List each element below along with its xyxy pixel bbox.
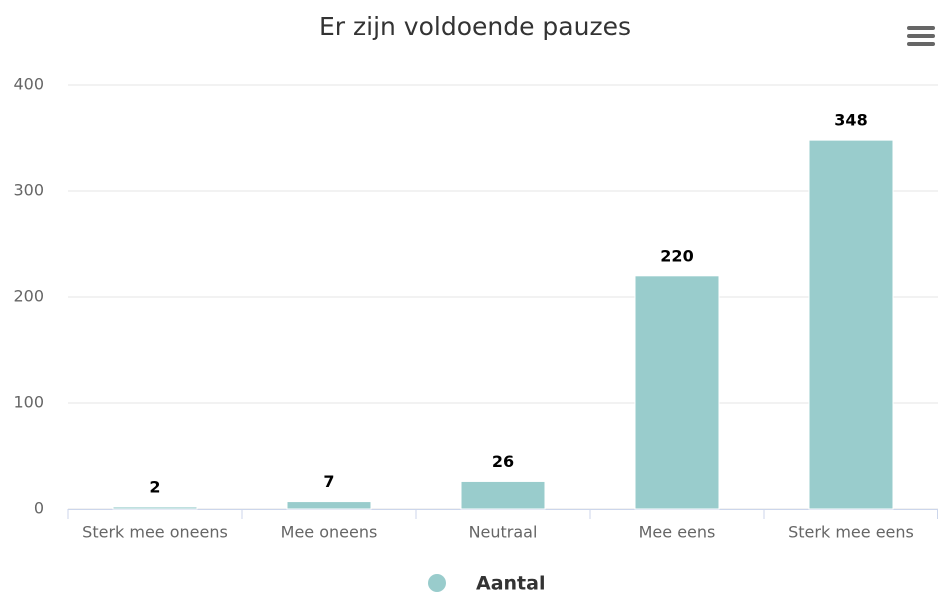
x-tick-label: Sterk mee oneens — [82, 523, 228, 542]
x-tick-label: Mee oneens — [281, 523, 378, 542]
chart-title: Er zijn voldoende pauzes — [319, 12, 631, 41]
legend-marker — [428, 574, 446, 592]
y-tick-label: 0 — [34, 499, 44, 518]
data-label: 26 — [492, 452, 514, 471]
y-tick-label: 400 — [13, 75, 44, 94]
y-tick-label: 300 — [13, 181, 44, 200]
data-label: 7 — [323, 472, 334, 491]
menu-bar — [907, 42, 935, 46]
x-tick-label: Neutraal — [469, 523, 538, 542]
bar — [634, 275, 720, 510]
y-tick-label: 100 — [13, 393, 44, 412]
x-tick-label: Mee eens — [639, 523, 716, 542]
legend-label: Aantal — [476, 573, 545, 595]
data-label: 2 — [149, 477, 160, 496]
y-tick-label: 200 — [13, 287, 44, 306]
bar — [460, 480, 546, 510]
data-label: 348 — [834, 111, 867, 130]
x-tick-label: Sterk mee eens — [788, 523, 914, 542]
menu-bar — [907, 34, 935, 38]
bar — [286, 501, 372, 510]
menu-bar — [907, 26, 935, 30]
bar — [112, 506, 198, 510]
bar — [808, 139, 894, 510]
menu-button[interactable] — [907, 26, 935, 46]
data-label: 220 — [660, 246, 693, 265]
